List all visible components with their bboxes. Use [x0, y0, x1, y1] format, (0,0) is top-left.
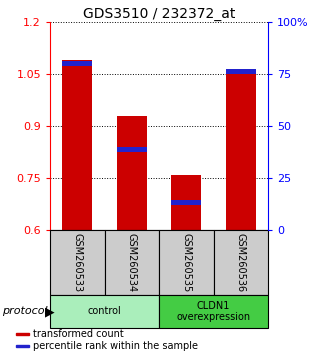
Bar	[171, 175, 201, 230]
Bar	[105, 230, 159, 295]
Bar	[16, 333, 28, 335]
Text: GSM260533: GSM260533	[72, 233, 82, 292]
Text: GSM260536: GSM260536	[236, 233, 246, 292]
Bar	[117, 116, 147, 230]
Bar	[226, 69, 256, 74]
Bar	[16, 345, 28, 347]
Text: protocol: protocol	[2, 307, 48, 316]
Bar	[159, 230, 213, 295]
Title: GDS3510 / 232372_at: GDS3510 / 232372_at	[83, 7, 235, 21]
Text: GSM260535: GSM260535	[181, 233, 191, 292]
Bar	[50, 230, 105, 295]
Bar	[159, 295, 268, 328]
Bar	[171, 200, 201, 205]
Text: percentile rank within the sample: percentile rank within the sample	[33, 341, 198, 351]
Bar	[62, 60, 92, 230]
Bar	[117, 148, 147, 152]
Text: ▶: ▶	[45, 305, 55, 318]
Bar	[62, 61, 92, 66]
Text: control: control	[88, 307, 121, 316]
Text: CLDN1
overexpression: CLDN1 overexpression	[176, 301, 251, 322]
Bar	[213, 230, 268, 295]
Text: transformed count: transformed count	[33, 329, 124, 339]
Bar	[226, 72, 256, 230]
Text: GSM260534: GSM260534	[127, 233, 137, 292]
Bar	[50, 295, 159, 328]
